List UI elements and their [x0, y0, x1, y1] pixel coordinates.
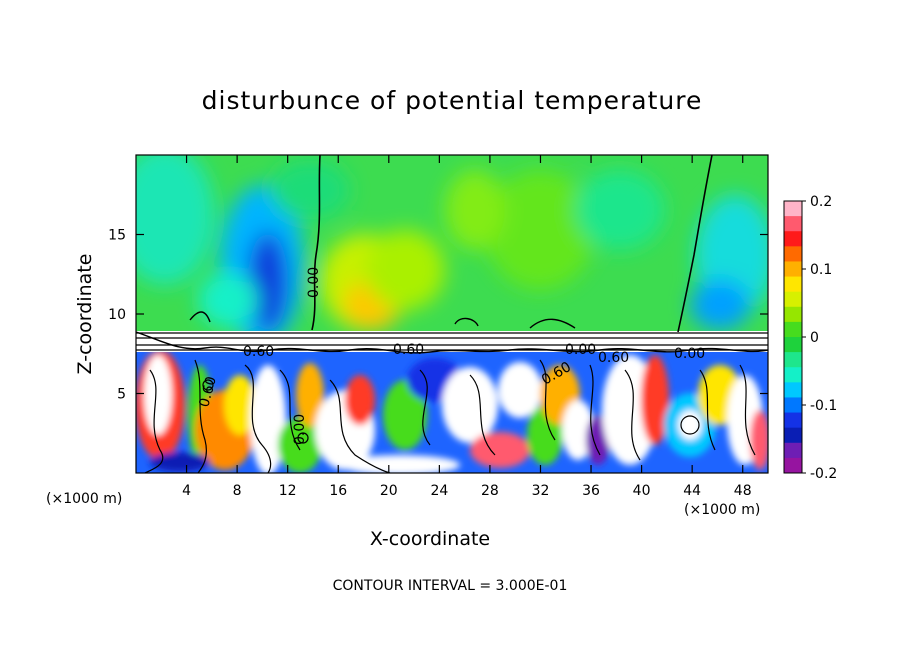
colorbar-tick-label: 0.2 [810, 194, 832, 210]
contour-label: 0.60 [393, 342, 424, 358]
x-tick-label: 8 [233, 483, 242, 499]
colorbar-swatch [784, 337, 802, 353]
x-tick-label: 16 [329, 483, 347, 499]
colorbar-swatch [784, 276, 802, 293]
x-axis-title: X-coordinate [369, 528, 491, 550]
contour-label: 0.60 [196, 375, 220, 409]
colorbar-tick-label: 0.1 [810, 262, 832, 278]
y-axis-title: Z-coordinate [74, 254, 96, 375]
colorbar-swatch [784, 427, 802, 444]
heatmap-field: 0.00 0.60 0.60 0.00 0.00 0.60 0.60 0.00 … [136, 155, 768, 473]
x-axis: 4 8 12 16 20 24 28 32 36 40 44 48 [182, 155, 752, 499]
x-tick-label: 32 [532, 483, 550, 499]
x-tick-label: 20 [380, 483, 398, 499]
lower-eddies [136, 350, 768, 473]
contour-label: 0.60 [598, 350, 629, 366]
chart-title: disturbunce of potential temperature [201, 86, 703, 115]
colorbar-swatch [784, 201, 802, 217]
colorbar-swatch [784, 231, 802, 247]
x-tick-label: 48 [734, 483, 752, 499]
colorbar-swatch [784, 216, 802, 232]
colorbar-swatch [784, 246, 802, 262]
colorbar-swatch [784, 442, 802, 459]
colorbar-tick-label: -0.1 [810, 398, 837, 414]
zero-contour-right [677, 155, 713, 333]
y-tick-label: 5 [117, 387, 126, 403]
colorbar-swatch [784, 382, 802, 398]
x-tick-label: 24 [430, 483, 448, 499]
contour-label: 0.00 [306, 267, 322, 298]
tropopause-band [136, 331, 768, 352]
upper-anomalies [136, 155, 768, 345]
zero-contour-left [311, 155, 321, 331]
contour-label: 0.00 [292, 414, 308, 445]
colorbar-swatch [784, 306, 802, 323]
x-tick-label: 12 [279, 483, 297, 499]
x-tick-label: 4 [182, 483, 191, 499]
x-tick-label: 40 [633, 483, 651, 499]
contour-label: 0.00 [565, 342, 596, 358]
lower-contours [144, 359, 756, 473]
colorbar-tick-label: -0.2 [810, 466, 837, 482]
colorbar-swatch [784, 352, 802, 368]
x-tick-label: 44 [683, 483, 701, 499]
x-tick-label: 28 [481, 483, 499, 499]
x-tick-label: 36 [582, 483, 600, 499]
colorbar-swatch [784, 261, 802, 278]
colorbar-swatch [784, 291, 802, 308]
x-axis-unit-label: (×1000 m) [684, 502, 761, 518]
colorbar-swatch [784, 397, 802, 414]
colorbar-swatch [784, 321, 802, 338]
y-axis: 5 10 15 [108, 228, 768, 403]
y-axis-unit-label: (×1000 m) [46, 491, 123, 507]
colorbar-swatch [784, 367, 802, 383]
contour-interval-note: CONTOUR INTERVAL = 3.000E-01 [332, 578, 568, 594]
y-tick-label: 15 [108, 228, 126, 244]
y-tick-label: 10 [108, 307, 126, 323]
contour-label: 0.60 [243, 344, 274, 360]
colorbar-tick-label: 0 [810, 330, 819, 346]
colorbar-swatch [784, 412, 802, 429]
colorbar: 0.2 0.1 0 -0.1 -0.2 [783, 194, 837, 482]
contour-label: 0.00 [674, 346, 705, 362]
colorbar-swatch [784, 457, 802, 474]
band-contours [136, 332, 768, 351]
